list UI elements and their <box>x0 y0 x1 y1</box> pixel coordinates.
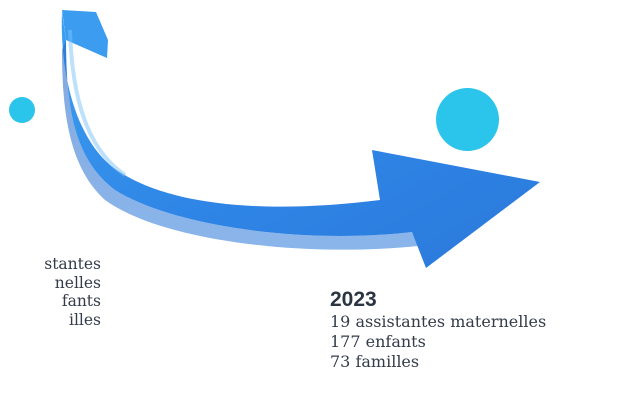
year-2023-stats: 2023 19 assistantes maternelles 177 enfa… <box>330 288 546 372</box>
decorative-dot-small <box>9 97 35 123</box>
stat-assistantes: 19 assistantes maternelles <box>330 312 547 331</box>
decorative-dot-large <box>436 88 499 151</box>
stat-line: nelles <box>54 273 101 292</box>
year-heading: 2023 <box>330 288 377 311</box>
stat-line: fants <box>61 292 101 310</box>
stat-line: stantes <box>44 255 101 273</box>
stat-familles: 73 familles <box>330 352 420 371</box>
previous-year-stats: stantes nelles fants illes <box>0 255 106 329</box>
stat-enfants: 177 enfants <box>330 332 426 351</box>
stat-line: illes <box>69 310 101 329</box>
